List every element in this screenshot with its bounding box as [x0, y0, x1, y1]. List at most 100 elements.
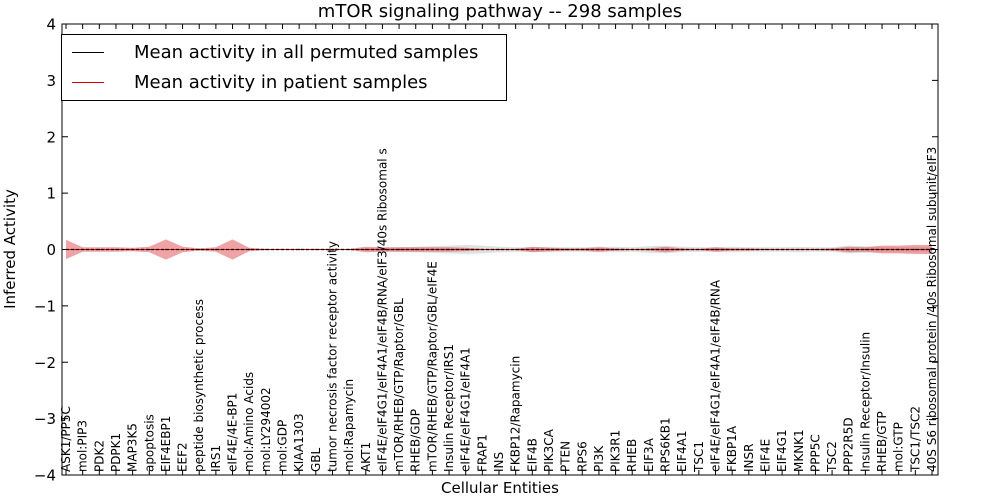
data-point	[631, 248, 633, 251]
data-point	[548, 248, 550, 251]
x-tick-label: mol:PIP3	[76, 420, 90, 472]
x-tick-label: KIAA1303	[292, 413, 306, 472]
data-point	[98, 248, 100, 251]
data-point	[914, 248, 916, 251]
data-point	[881, 248, 883, 251]
data-point	[848, 248, 850, 251]
x-tick-label: EIF4G1	[775, 429, 789, 472]
x-axis-label: Cellular Entities	[441, 479, 559, 497]
x-tick-label: Insulin Receptor/IRS1	[442, 344, 456, 472]
x-tick-label: PDPK1	[109, 433, 123, 472]
x-tick-label: IRS1	[209, 445, 223, 472]
x-tick-label: tumor necrosis factor receptor activity	[326, 241, 340, 472]
x-tick-label: eIF4E/eIF4G1/eIF4A1	[459, 347, 473, 472]
x-tick-label: FKBP1A	[725, 425, 739, 472]
data-point	[515, 248, 517, 251]
x-tick-label: RHEB	[625, 439, 639, 472]
data-point	[714, 248, 717, 251]
x-tick-label: FKBP12/Rapamycin	[509, 356, 523, 472]
data-point	[82, 248, 84, 251]
x-tick-label: INS	[492, 452, 506, 472]
data-point	[398, 248, 400, 251]
data-point	[581, 248, 583, 251]
x-tick-label: mol:GDP	[276, 420, 290, 472]
data-point	[182, 248, 184, 251]
data-point	[231, 248, 234, 251]
x-tick-label: EIF4A1	[675, 430, 689, 472]
x-tick-label: PDK2	[92, 440, 106, 472]
data-point	[798, 248, 800, 251]
legend-label-permuted: Mean activity in all permuted samples	[134, 41, 479, 63]
data-point	[448, 248, 450, 251]
data-point	[681, 248, 683, 251]
x-tick-label: mTOR/RHEB/GTP/Raptor/GBL	[392, 298, 406, 472]
y-tick-label: −4	[34, 467, 56, 485]
data-point	[814, 248, 817, 251]
data-point	[648, 248, 650, 251]
data-point	[148, 248, 150, 251]
x-tick-label: RHEB/GTP	[875, 411, 889, 472]
data-point	[132, 248, 134, 251]
x-tick-label: mol:LY294002	[259, 387, 273, 472]
x-axis-tick-labels: ASK1/PP5C mol:PIP3 PDK2 PDPK1 MAP3K5 apoptosi…	[59, 24, 939, 475]
x-tick-label: mol:GTP	[892, 422, 906, 472]
x-tick-label: PPP2R5D	[842, 417, 856, 472]
data-point	[831, 248, 833, 251]
x-tick-label: apoptosis	[142, 414, 156, 472]
x-tick-label: peptide biosynthetic process	[192, 299, 206, 472]
data-point	[531, 248, 533, 251]
x-tick-label: EIF4EBP1	[159, 416, 173, 472]
x-tick-label: EEF2	[176, 442, 190, 472]
data-point	[365, 248, 367, 251]
data-point	[731, 248, 733, 251]
x-tick-label: MKNK1	[792, 429, 806, 472]
y-tick-label: 1	[46, 185, 56, 203]
x-tick-label: INSR	[742, 444, 756, 472]
y-tick-label: 4	[46, 16, 56, 34]
legend-item-patient: Mean activity in patient samples	[72, 67, 428, 97]
data-point	[598, 248, 600, 251]
data-point	[248, 248, 250, 251]
x-tick-label: eIF4E/4E-BP1	[226, 393, 240, 472]
data-point	[864, 248, 867, 251]
y-tick-label: 0	[46, 241, 56, 259]
x-tick-label: eIF4E/eIF4G1/eIF4A1/eIF4B/RNA/eIF3/40s R…	[375, 148, 389, 472]
data-point	[565, 248, 567, 251]
data-point	[115, 248, 117, 251]
data-point	[415, 248, 417, 251]
data-point	[198, 248, 200, 251]
x-tick-label: AKT1	[359, 442, 373, 472]
x-tick-label: PTEN	[559, 441, 573, 472]
x-tick-label: Insulin Receptor/Insulin	[858, 332, 872, 472]
data-point	[348, 248, 350, 251]
legend-swatch-patient	[72, 81, 104, 83]
data-point	[748, 248, 750, 251]
data-point	[615, 248, 617, 251]
data-point	[165, 248, 167, 251]
data-point	[664, 248, 667, 251]
data-point	[481, 248, 483, 251]
y-tick-label: −1	[34, 297, 56, 315]
data-point	[431, 248, 433, 251]
x-tick-label: ASK1/PP5C	[59, 406, 73, 472]
data-point	[331, 248, 334, 251]
y-axis-label: Inferred Activity	[1, 189, 19, 309]
plot-frame	[61, 23, 939, 476]
y-tick-label: −3	[34, 410, 56, 428]
data-point	[281, 248, 284, 251]
x-tick-label: EIF3A	[642, 437, 656, 472]
x-tick-label: RPS6	[575, 441, 589, 472]
legend-swatch-permuted	[72, 51, 104, 53]
y-tick-label: 2	[46, 128, 56, 146]
data-point	[215, 248, 217, 251]
x-tick-label: RPS6KB1	[659, 417, 673, 472]
x-tick-label: mol:Amino Acids	[242, 372, 256, 472]
x-tick-label: EIF4E	[759, 439, 773, 472]
data-point	[465, 248, 467, 251]
x-tick-label: GBL	[309, 447, 323, 472]
data-point	[265, 248, 267, 251]
x-tick-label: RHEB/GDP	[409, 409, 423, 472]
data-point	[898, 248, 900, 251]
data-point	[315, 248, 317, 251]
